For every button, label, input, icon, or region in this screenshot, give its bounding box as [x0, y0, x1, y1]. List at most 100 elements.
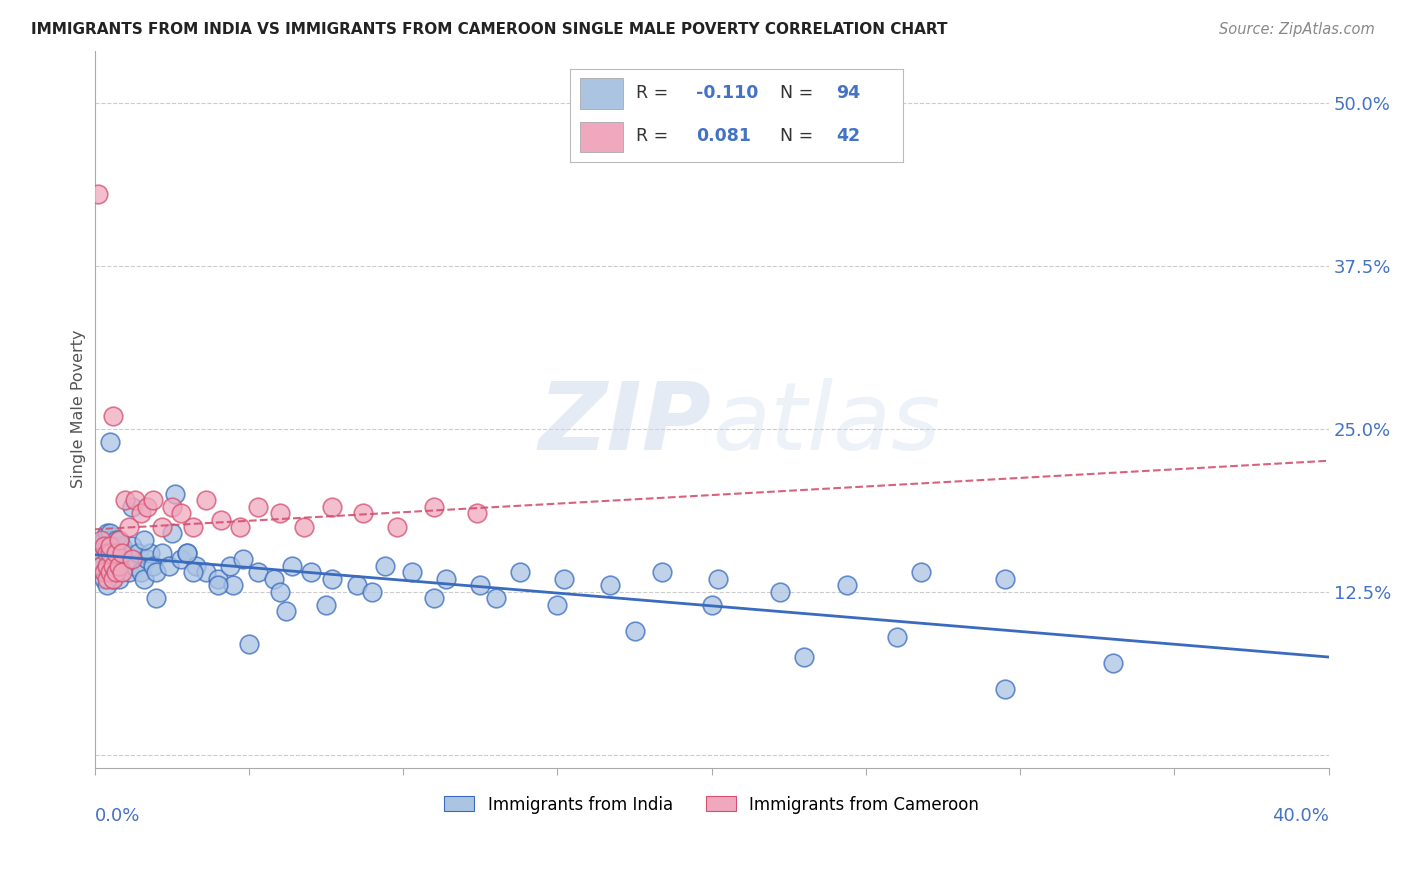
Point — [111, 546, 134, 560]
Point — [599, 578, 621, 592]
Point — [374, 558, 396, 573]
Point — [101, 539, 124, 553]
Point — [623, 624, 645, 638]
Point — [228, 519, 250, 533]
Point — [181, 519, 204, 533]
Point — [93, 533, 115, 547]
Point — [136, 552, 159, 566]
Point — [127, 546, 149, 560]
Point — [90, 533, 112, 547]
Point — [263, 572, 285, 586]
Point — [152, 519, 174, 533]
Point — [160, 500, 183, 514]
Y-axis label: Single Male Poverty: Single Male Poverty — [72, 330, 86, 489]
Point — [292, 519, 315, 533]
Point — [121, 552, 143, 566]
Point — [108, 558, 131, 573]
Legend: Immigrants from India, Immigrants from Cameroon: Immigrants from India, Immigrants from C… — [437, 789, 986, 821]
Point — [886, 631, 908, 645]
Point — [98, 565, 121, 579]
Point — [181, 565, 204, 579]
Point — [93, 539, 115, 553]
Point — [707, 572, 730, 586]
Point — [176, 546, 198, 560]
Point — [111, 552, 134, 566]
Point — [219, 558, 242, 573]
Point — [111, 565, 134, 579]
Point — [163, 487, 186, 501]
Point — [86, 187, 108, 202]
Point — [186, 558, 208, 573]
Point — [93, 539, 115, 553]
Point — [96, 572, 118, 586]
Point — [281, 558, 304, 573]
Point — [101, 558, 124, 573]
Point — [96, 539, 118, 553]
Point — [768, 584, 790, 599]
Point — [93, 565, 115, 579]
Point — [269, 584, 291, 599]
Point — [98, 434, 121, 449]
Point — [96, 558, 118, 573]
Point — [994, 682, 1017, 697]
Point — [108, 546, 131, 560]
Point — [321, 572, 343, 586]
Point — [121, 539, 143, 553]
Point — [269, 507, 291, 521]
Point — [232, 552, 254, 566]
Point — [108, 572, 131, 586]
Point — [98, 546, 121, 560]
Point — [93, 572, 115, 586]
Point — [105, 565, 128, 579]
Text: ZIP: ZIP — [538, 377, 711, 469]
Point — [124, 493, 146, 508]
Point — [96, 526, 118, 541]
Point — [401, 565, 423, 579]
Point — [129, 507, 152, 521]
Point — [509, 565, 531, 579]
Point — [105, 539, 128, 553]
Point — [98, 565, 121, 579]
Point — [117, 565, 139, 579]
Point — [194, 565, 217, 579]
Point — [101, 572, 124, 586]
Point — [423, 591, 446, 606]
Point — [101, 558, 124, 573]
Point — [321, 500, 343, 514]
Point — [170, 552, 193, 566]
Point — [910, 565, 932, 579]
Point — [114, 546, 136, 560]
Point — [96, 558, 118, 573]
Point — [470, 578, 492, 592]
Point — [142, 558, 165, 573]
Point — [465, 507, 488, 521]
Point — [315, 598, 337, 612]
Text: atlas: atlas — [711, 378, 941, 469]
Point — [105, 552, 128, 566]
Point — [142, 493, 165, 508]
Point — [105, 565, 128, 579]
Text: Source: ZipAtlas.com: Source: ZipAtlas.com — [1219, 22, 1375, 37]
Point — [170, 507, 193, 521]
Point — [837, 578, 859, 592]
Point — [114, 558, 136, 573]
Point — [700, 598, 723, 612]
Point — [361, 584, 384, 599]
Point — [90, 558, 112, 573]
Point — [546, 598, 568, 612]
Point — [98, 546, 121, 560]
Point — [238, 637, 260, 651]
Point — [98, 539, 121, 553]
Point — [124, 558, 146, 573]
Point — [176, 546, 198, 560]
Point — [485, 591, 508, 606]
Point — [553, 572, 575, 586]
Point — [90, 558, 112, 573]
Point — [247, 500, 270, 514]
Point — [93, 565, 115, 579]
Point — [1101, 657, 1123, 671]
Point — [90, 546, 112, 560]
Point — [423, 500, 446, 514]
Point — [434, 572, 457, 586]
Point — [132, 533, 155, 547]
